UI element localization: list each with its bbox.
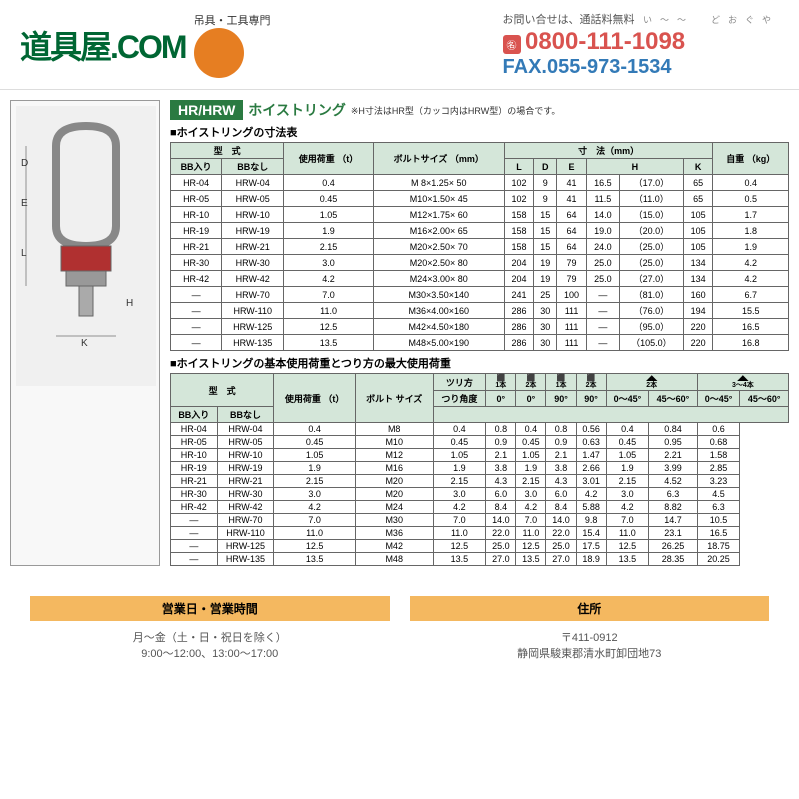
- hours-block: 営業日・営業時間 月〜金（土・日・祝日を除く） 9:00〜12:00、13:00…: [30, 596, 390, 669]
- table-row: HR-21HRW-212.15M202.154.32.154.33.012.15…: [171, 475, 789, 488]
- icon-g2c: ◢◣2本: [606, 374, 697, 391]
- svg-text:D: D: [21, 158, 28, 169]
- th2-4560b: 45〜60°: [740, 391, 789, 407]
- table-row: HR-04HRW-040.4M80.40.80.40.80.560.40.840…: [171, 423, 789, 436]
- table-row: HR-21HRW-212.15M20×2.50× 70158156424.0（2…: [171, 239, 789, 255]
- hours-head: 営業日・営業時間: [30, 596, 390, 621]
- table-row: HR-30HRW-303.0M203.06.03.06.04.23.06.34.…: [171, 488, 789, 501]
- th2-4560: 45〜60°: [649, 391, 698, 407]
- th-K: K: [683, 159, 713, 175]
- table-row: HR-30HRW-303.0M20×2.50× 80204197925.0（25…: [171, 255, 789, 271]
- table-row: HR-19HRW-191.9M161.93.81.93.82.661.93.99…: [171, 462, 789, 475]
- svg-text:H: H: [126, 298, 133, 309]
- table-row: HR-10HRW-101.05M12×1.75× 60158156414.0（1…: [171, 207, 789, 223]
- phone-ruby: い〜〜 どおぐや: [643, 15, 779, 25]
- contact-label: お問い合せは、通話料無料: [503, 14, 635, 26]
- th2-a90b: 90°: [576, 391, 606, 407]
- fax-number: FAX.055-973-1534: [503, 56, 672, 78]
- address-block: 住所 〒411-0912 静岡県駿東郡清水町卸団地73: [410, 596, 770, 669]
- mascot-icon: [194, 28, 244, 78]
- icon-g2a: ⬛2本: [516, 374, 546, 391]
- table-row: ―HRW-11011.0M36×4.00×16028630111―（76.0）1…: [171, 303, 789, 319]
- logo-subtitle: 吊具・工具専門: [194, 12, 271, 28]
- th2-045b: 0〜45°: [697, 391, 739, 407]
- th-bolt: ボルトサイズ （mm）: [373, 143, 504, 175]
- table-row: HR-42HRW-424.2M24×3.00× 80204197925.0（27…: [171, 271, 789, 287]
- table-row: ―HRW-12512.5M4212.525.012.525.017.512.52…: [171, 540, 789, 553]
- icon-g34: ◢◣3〜4本: [697, 374, 788, 391]
- th-weight: 自重 （kg）: [713, 143, 789, 175]
- table-row: ―HRW-13513.5M48×5.00×19028630111―（105.0）…: [171, 335, 789, 351]
- th2-angle: つり角度: [433, 391, 486, 407]
- th-bbout: BBなし: [222, 159, 284, 175]
- th2-load: 使用荷重 （t）: [274, 374, 356, 423]
- th2-a0b: 0°: [516, 391, 546, 407]
- th2-045: 0〜45°: [606, 391, 648, 407]
- title-note: ※H寸法はHR型（カッコ内はHRW型）の場合です。: [351, 104, 560, 117]
- title-jp: ホイストリング: [248, 100, 346, 120]
- contact-block: お問い合せは、通話料無料 い〜〜 どおぐや ㊔ 0800-111-1098 FA…: [503, 10, 779, 79]
- icon-g1b: ⬛1本: [546, 374, 576, 391]
- table-row: HR-04HRW-040.4M 8×1.25× 5010294116.5（17.…: [171, 175, 789, 191]
- product-diagram: D E L H K: [10, 100, 160, 566]
- table-row: HR-05HRW-050.45M10×1.50× 4510294111.5（11…: [171, 191, 789, 207]
- table-row: ―HRW-707.0M30×3.50×14024125100―（81.0）160…: [171, 287, 789, 303]
- page-header: 道具屋.COM 吊具・工具専門 お問い合せは、通話料無料 い〜〜 どおぐや ㊔ …: [0, 0, 799, 90]
- th2-bolt: ボルト サイズ: [355, 374, 433, 423]
- addr-body: 〒411-0912 静岡県駿東郡清水町卸団地73: [410, 621, 770, 669]
- table-row: ―HRW-12512.5M42×4.50×18028630111―（95.0）2…: [171, 319, 789, 335]
- load-table: 型 式 使用荷重 （t） ボルト サイズ ツリ方 ⬛1本 ⬛2本 ⬛1本 ⬛2本…: [170, 373, 789, 566]
- main-content: D E L H K HR/HRW ホイストリング ※H寸法はHR型（カッコ内はH…: [0, 90, 799, 576]
- svg-text:E: E: [21, 198, 28, 209]
- th2-lift: ツリ方: [433, 374, 486, 391]
- svg-text:L: L: [21, 248, 27, 259]
- th-bbin: BB入り: [171, 159, 222, 175]
- table-row: HR-42HRW-424.2M244.28.44.28.45.884.28.82…: [171, 501, 789, 514]
- icon-g1a: ⬛1本: [486, 374, 516, 391]
- table-row: HR-10HRW-101.05M121.052.11.052.11.471.05…: [171, 449, 789, 462]
- th-model: 型 式: [171, 143, 284, 159]
- th2-a0: 0°: [486, 391, 516, 407]
- phone-number: 0800-111-1098: [525, 28, 685, 55]
- table1-title: ■ホイストリングの寸法表: [170, 124, 789, 140]
- icon-g2b: ⬛2本: [576, 374, 606, 391]
- table2-title: ■ホイストリングの基本使用荷重とつり方の最大使用荷重: [170, 355, 789, 371]
- table-row: HR-19HRW-191.9M16×2.00× 65158156419.0（20…: [171, 223, 789, 239]
- th-L: L: [504, 159, 534, 175]
- table-row: ―HRW-11011.0M3611.022.011.022.015.411.02…: [171, 527, 789, 540]
- th2-a90: 90°: [546, 391, 576, 407]
- th-D: D: [534, 159, 557, 175]
- th-E: E: [557, 159, 587, 175]
- hours-body: 月〜金（土・日・祝日を除く） 9:00〜12:00、13:00〜17:00: [30, 621, 390, 669]
- th-load: 使用荷重 （t）: [284, 143, 374, 175]
- th2-bbout: BBなし: [217, 407, 274, 423]
- th-dims: 寸 法（mm）: [504, 143, 713, 159]
- th-H: H: [586, 159, 683, 175]
- table-row: HR-05HRW-050.45M100.450.90.450.90.630.45…: [171, 436, 789, 449]
- th2-bbin: BB入り: [171, 407, 218, 423]
- table-row: ―HRW-707.0M307.014.07.014.09.87.014.710.…: [171, 514, 789, 527]
- svg-text:K: K: [81, 338, 88, 349]
- addr-head: 住所: [410, 596, 770, 621]
- dimensions-table: 型 式 使用荷重 （t） ボルトサイズ （mm） 寸 法（mm） 自重 （kg）…: [170, 142, 789, 351]
- table-row: ―HRW-13513.5M4813.527.013.527.018.913.52…: [171, 553, 789, 566]
- th2-model: 型 式: [171, 374, 274, 407]
- product-title: HR/HRW ホイストリング ※H寸法はHR型（カッコ内はHRW型）の場合です。: [170, 100, 789, 120]
- hoist-ring-svg: D E L H K: [16, 106, 156, 386]
- logo-text: 道具屋.COM: [20, 22, 186, 68]
- tables-area: HR/HRW ホイストリング ※H寸法はHR型（カッコ内はHRW型）の場合です。…: [170, 100, 789, 566]
- freecall-icon: ㊔: [503, 35, 521, 54]
- logo-area: 道具屋.COM 吊具・工具専門: [20, 10, 271, 79]
- title-code: HR/HRW: [170, 100, 243, 120]
- page-footer: 営業日・営業時間 月〜金（土・日・祝日を除く） 9:00〜12:00、13:00…: [0, 576, 799, 689]
